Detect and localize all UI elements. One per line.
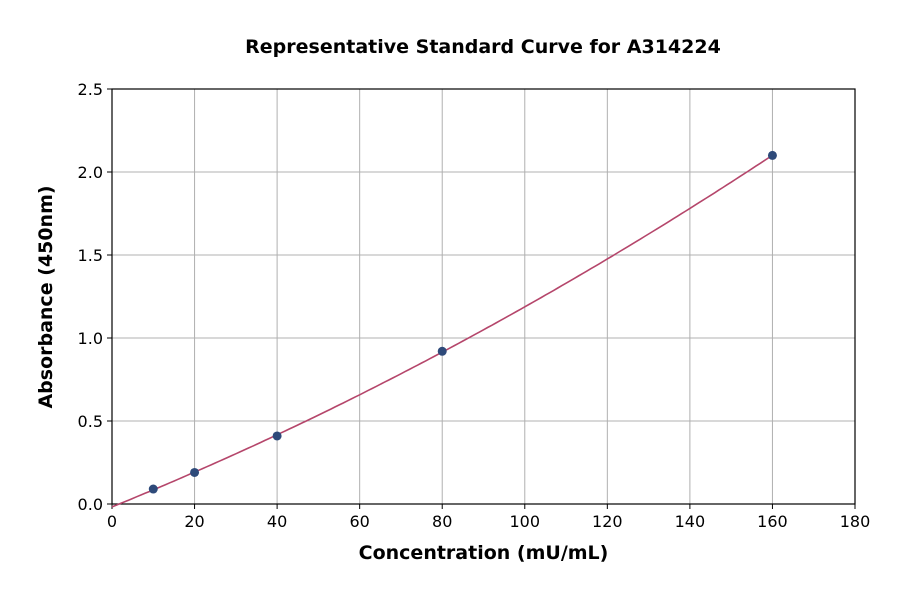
y-tick-label: 0.5 [78,412,103,431]
x-tick-label: 140 [675,512,706,531]
y-axis-label: Absorbance (450nm) [35,185,57,409]
data-point [767,150,777,160]
data-point [272,431,282,441]
x-tick-label: 180 [840,512,871,531]
y-tick-label: 2.5 [78,80,103,99]
y-tick-label: 1.0 [78,329,103,348]
data-point [190,467,200,477]
y-tick-label: 1.5 [78,246,103,265]
x-tick-label: 20 [184,512,204,531]
x-tick-label: 100 [510,512,541,531]
x-axis-label: Concentration (mU/mL) [358,542,609,564]
x-tick-label: 160 [757,512,788,531]
x-tick-label: 60 [349,512,369,531]
chart-title: Representative Standard Curve for A31422… [245,36,721,58]
axes-frame [111,88,856,505]
x-tick-label: 40 [267,512,287,531]
x-tick-label: 80 [432,512,452,531]
x-tick-label: 120 [592,512,623,531]
y-tick-label: 0.0 [78,495,103,514]
y-tick-label: 2.0 [78,163,103,182]
data-point [148,484,158,494]
x-tick-label: 0 [107,512,117,531]
data-point [437,346,447,356]
